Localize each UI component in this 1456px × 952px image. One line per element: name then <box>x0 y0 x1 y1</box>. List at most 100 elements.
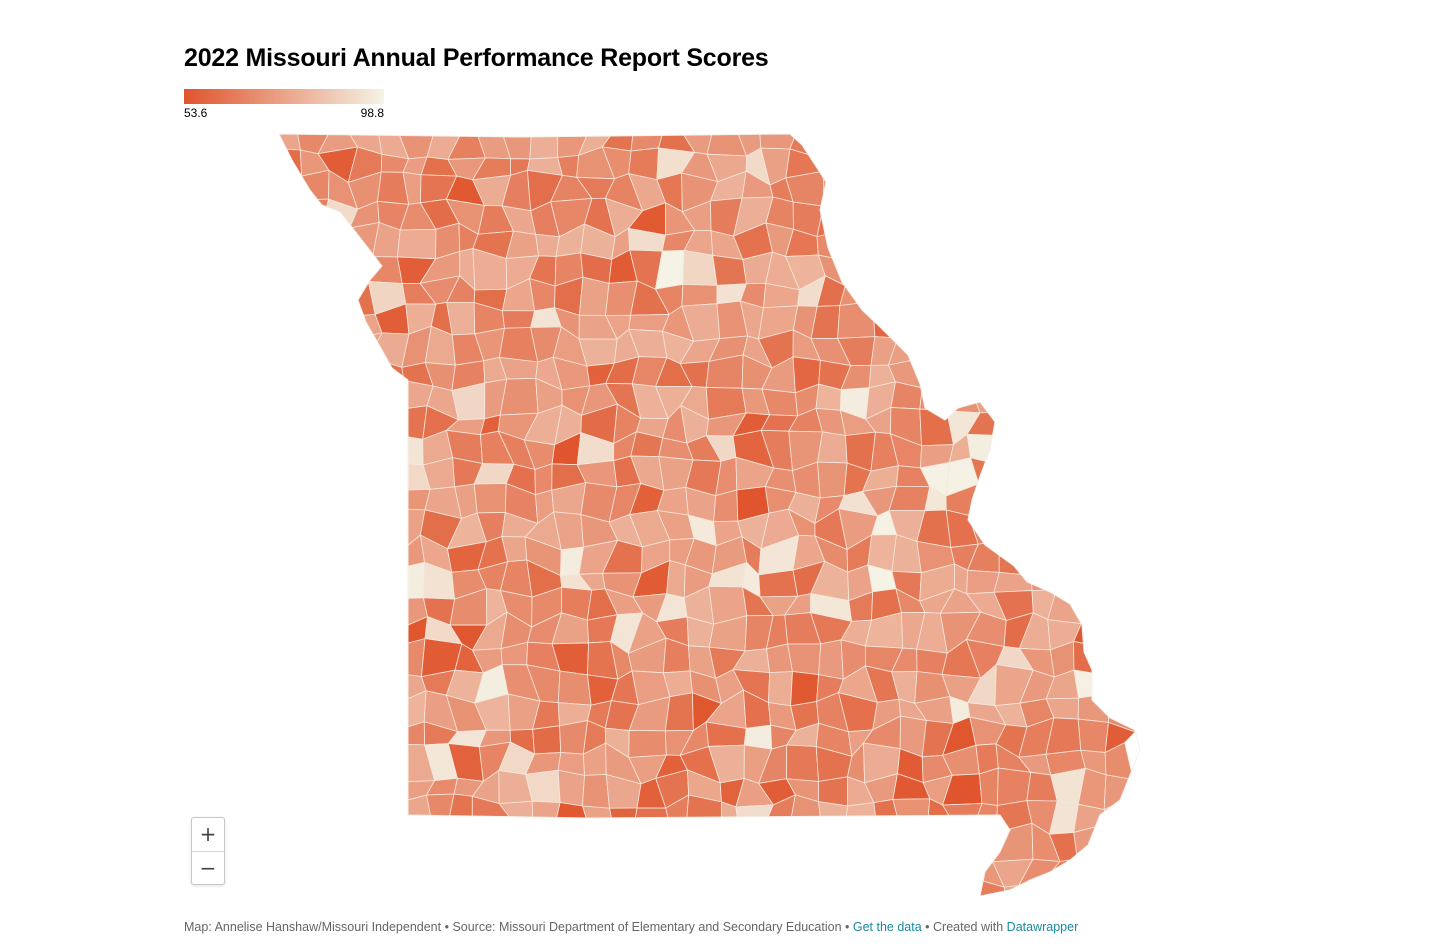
district-region[interactable] <box>267 199 296 233</box>
district-region[interactable] <box>408 877 435 905</box>
district-region[interactable] <box>822 170 846 207</box>
district-region[interactable] <box>603 825 635 862</box>
district-region[interactable] <box>321 254 355 291</box>
district-region[interactable] <box>319 593 357 626</box>
district-region[interactable] <box>632 821 670 853</box>
district-region[interactable] <box>342 484 379 517</box>
district-region[interactable] <box>271 794 299 823</box>
district-region[interactable] <box>920 228 956 263</box>
district-region[interactable] <box>323 511 352 543</box>
district-region[interactable] <box>1103 410 1134 441</box>
district-region[interactable] <box>710 846 747 878</box>
district-region[interactable] <box>290 639 328 678</box>
district-region[interactable] <box>290 667 333 693</box>
district-region[interactable] <box>1072 404 1108 444</box>
district-region[interactable] <box>397 434 424 466</box>
district-region[interactable] <box>1101 234 1128 263</box>
district-region[interactable] <box>289 403 323 440</box>
district-region[interactable] <box>1070 872 1098 905</box>
district-region[interactable] <box>975 325 1006 359</box>
district-region[interactable] <box>864 208 898 234</box>
district-region[interactable] <box>368 665 405 703</box>
district-region[interactable] <box>887 335 926 366</box>
district-region[interactable] <box>1025 379 1052 414</box>
district-region[interactable] <box>940 274 972 313</box>
district-region[interactable] <box>865 875 904 905</box>
district-region[interactable] <box>293 278 326 313</box>
district-region[interactable] <box>997 169 1034 206</box>
district-region[interactable] <box>1103 774 1135 811</box>
district-region[interactable] <box>865 855 904 878</box>
district-region[interactable] <box>559 720 589 755</box>
district-region[interactable] <box>977 175 1009 213</box>
district-region[interactable] <box>319 639 350 680</box>
district-region[interactable] <box>341 381 377 418</box>
district-region[interactable] <box>368 566 406 600</box>
district-region[interactable] <box>1004 435 1025 467</box>
district-region[interactable] <box>341 886 378 905</box>
district-region[interactable] <box>275 512 295 545</box>
district-region[interactable] <box>915 252 952 286</box>
district-region[interactable] <box>994 405 1034 444</box>
district-region[interactable] <box>1047 128 1084 159</box>
district-region[interactable] <box>603 851 635 885</box>
district-region[interactable] <box>270 354 301 389</box>
district-region[interactable] <box>840 859 873 877</box>
district-region[interactable] <box>1072 390 1105 414</box>
district-region[interactable] <box>993 457 1031 495</box>
district-region[interactable] <box>1110 205 1129 236</box>
district-region[interactable] <box>664 692 694 732</box>
district-region[interactable] <box>887 228 926 258</box>
district-region[interactable] <box>535 233 560 257</box>
district-region[interactable] <box>1070 562 1103 590</box>
zoom-in-button[interactable]: + <box>199 822 217 847</box>
district-region[interactable] <box>341 847 380 888</box>
district-region[interactable] <box>685 876 717 905</box>
district-region[interactable] <box>1002 276 1029 315</box>
district-region[interactable] <box>784 876 816 905</box>
district-region[interactable] <box>992 822 1034 863</box>
district-region[interactable] <box>994 379 1034 413</box>
district-region[interactable] <box>327 691 358 728</box>
district-region[interactable] <box>710 873 746 905</box>
district-region[interactable] <box>947 146 983 182</box>
district-region[interactable] <box>1102 674 1127 705</box>
district-region[interactable] <box>979 145 1007 178</box>
district-region[interactable] <box>1097 822 1134 857</box>
district-region[interactable] <box>889 275 926 303</box>
district-region[interactable] <box>1022 202 1060 225</box>
district-region[interactable] <box>368 645 405 675</box>
district-region[interactable] <box>290 873 324 905</box>
district-region[interactable] <box>839 273 874 307</box>
district-region[interactable] <box>844 254 877 287</box>
district-region[interactable] <box>842 229 877 262</box>
district-region[interactable] <box>1071 483 1109 518</box>
district-region[interactable] <box>377 462 401 497</box>
district-region[interactable] <box>890 118 926 148</box>
district-region[interactable] <box>768 671 793 707</box>
district-region[interactable] <box>293 483 327 514</box>
district-region[interactable] <box>682 821 722 855</box>
district-region[interactable] <box>293 250 326 282</box>
district-region[interactable] <box>297 586 328 623</box>
district-region[interactable] <box>293 718 329 756</box>
district-region[interactable] <box>297 821 331 852</box>
district-region[interactable] <box>317 483 345 517</box>
district-region[interactable] <box>266 873 300 905</box>
district-region[interactable] <box>817 461 848 499</box>
district-region[interactable] <box>842 196 877 233</box>
district-region[interactable] <box>471 819 513 861</box>
district-region[interactable] <box>1026 325 1059 364</box>
district-region[interactable] <box>406 828 435 862</box>
district-region[interactable] <box>298 612 328 643</box>
district-region[interactable] <box>374 380 405 418</box>
district-region[interactable] <box>271 379 306 412</box>
district-region[interactable] <box>940 310 983 342</box>
district-region[interactable] <box>346 665 372 699</box>
district-region[interactable] <box>942 377 981 414</box>
district-region[interactable] <box>1095 845 1138 885</box>
district-region[interactable] <box>532 725 562 755</box>
district-region[interactable] <box>731 826 772 863</box>
district-region[interactable] <box>632 846 663 887</box>
district-region[interactable] <box>1095 872 1137 905</box>
